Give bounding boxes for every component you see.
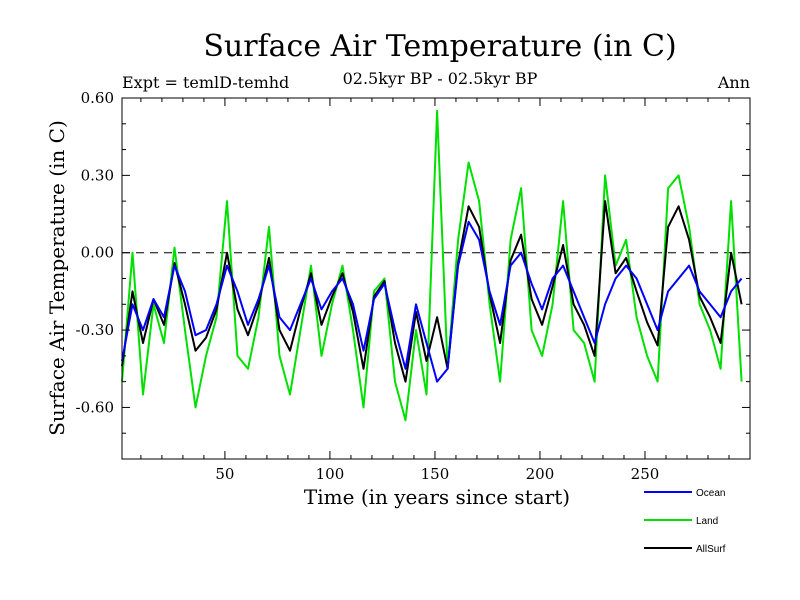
chart-subtitle: 02.5kyr BP - 02.5kyr BP xyxy=(343,69,538,88)
chart-title: Surface Air Temperature (in C) xyxy=(203,29,676,64)
x-tick-label: 200 xyxy=(526,465,555,483)
x-tick-label: 250 xyxy=(631,465,660,483)
series-line-land xyxy=(121,109,743,422)
x-tick-label: 150 xyxy=(421,465,450,483)
legend: Ocean Land AllSurf xyxy=(644,488,726,555)
x-axis-label: Time (in years since start) xyxy=(304,485,570,509)
y-axis-label: Surface Air Temperature (in C) xyxy=(45,120,69,436)
series-line-ocean xyxy=(121,220,743,383)
y-tick-label: -0.60 xyxy=(76,398,114,416)
legend-label-allsurf: AllSurf xyxy=(696,544,726,555)
y-tick-label: 0.00 xyxy=(81,244,114,262)
y-tick-label: 0.60 xyxy=(81,89,114,107)
expt-label: Expt = temlD-temhd xyxy=(122,73,289,92)
series-layer xyxy=(121,109,743,422)
y-tick-label: 0.30 xyxy=(81,166,114,184)
y-tick-label: -0.30 xyxy=(76,321,114,339)
x-tick-label: 100 xyxy=(316,465,345,483)
legend-label-land: Land xyxy=(696,516,718,527)
series-line-allsurf xyxy=(121,200,743,383)
x-tick-label: 50 xyxy=(215,465,234,483)
season-label: Ann xyxy=(717,73,750,92)
axes-layer: -0.60 -0.30 0.00 0.30 0.60 50 100 150 200 250 xyxy=(76,89,751,483)
legend-label-ocean: Ocean xyxy=(696,488,725,499)
